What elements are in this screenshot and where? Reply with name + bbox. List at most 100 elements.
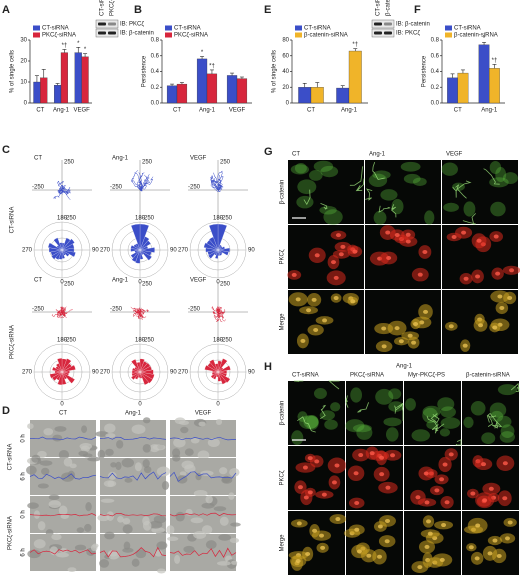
cell [500,424,515,438]
cell [59,548,68,553]
nucleus [379,472,385,477]
trajectory [58,180,64,191]
cell [197,450,210,460]
legend-swatch [33,32,40,38]
nucleus [475,274,481,279]
cell [405,398,416,411]
nucleus [475,523,481,528]
cell [33,539,46,549]
cell [463,201,476,217]
nucleus [509,268,515,273]
blot-band [108,22,116,26]
angle-label: 90 [92,248,99,254]
nucleus [451,234,457,239]
row-label: PKCζ [280,249,286,264]
blot-lane-label: β-catenin-siRNA [386,0,392,16]
cell [424,210,435,225]
rose-wedge [217,371,227,377]
legend-swatch [33,25,40,31]
cell [166,525,175,535]
cell [319,205,337,215]
trajectory [60,308,64,314]
column-label: Myr-PKCζ-PS [408,373,445,379]
angle-label: 0 [60,280,64,286]
cell [167,536,179,542]
cell [193,530,207,539]
cell [142,417,151,424]
cell [385,427,399,442]
cell [152,444,166,451]
nucleus [499,305,505,310]
nucleus [353,471,359,476]
cell [356,425,373,440]
cell [375,388,394,405]
rose-wedge [48,247,63,253]
cell [489,402,507,418]
trajectory [55,308,64,318]
trajectory [137,181,143,191]
nucleus [413,322,419,327]
x-tick-label: Ang-1 [341,108,358,114]
trajectory [133,309,141,314]
nucleus [302,465,308,470]
panel-letter: A [2,4,10,16]
y-tick-label: 0.4 [151,69,160,75]
trajectory [61,189,71,200]
nucleus [311,297,317,302]
trajectory [139,308,149,313]
cell [131,424,146,435]
nucleus [313,327,319,332]
column-label: VEGF [190,278,207,284]
rose-wedge [216,371,219,378]
micrograph [462,381,519,445]
blot-lane-label: PKCζ-siRNA [110,0,116,16]
trajectory [57,189,64,194]
cell [422,405,441,418]
angle-label: 270 [178,248,189,254]
cell [495,167,507,183]
legend-swatch [295,32,302,38]
junction [349,166,364,186]
rose-wedge [209,359,219,373]
traj-label: -250 [32,307,45,313]
micrograph [365,160,441,224]
angle-label: 0 [138,280,142,286]
y-tick-label: 20 [282,85,289,91]
cell [115,461,122,471]
cell [85,501,92,512]
junction [426,415,439,431]
cell [157,568,166,574]
junction [355,178,365,192]
bar [226,75,238,104]
nucleus [415,495,421,500]
nucleus [487,551,493,556]
cell [156,541,168,550]
junction [491,421,499,429]
angle-label: 270 [100,248,111,254]
junction [320,203,328,210]
cell [496,415,512,428]
rose-wedge [205,247,219,253]
column-label: CT-siRNA [292,373,319,379]
rose-wedge [217,360,222,373]
rose-wedge [58,249,63,260]
cell [105,433,116,438]
trajectory [217,172,223,191]
cell [350,387,363,403]
blot-row-label: IB: PKCζ [120,22,144,28]
nucleus [295,297,301,302]
time-label: 0 h [21,510,27,518]
rose-wedge [139,249,152,261]
cell [107,549,118,557]
junction [328,380,340,390]
rose-wedge [55,363,63,373]
wound-edge [99,512,167,517]
bar [176,83,188,104]
cell [142,459,150,468]
legend-swatch [165,25,172,31]
cell [470,401,486,416]
cell [198,421,206,427]
rose-wedge [139,371,155,380]
rose-wedge [217,249,223,256]
trajectory [51,311,64,318]
